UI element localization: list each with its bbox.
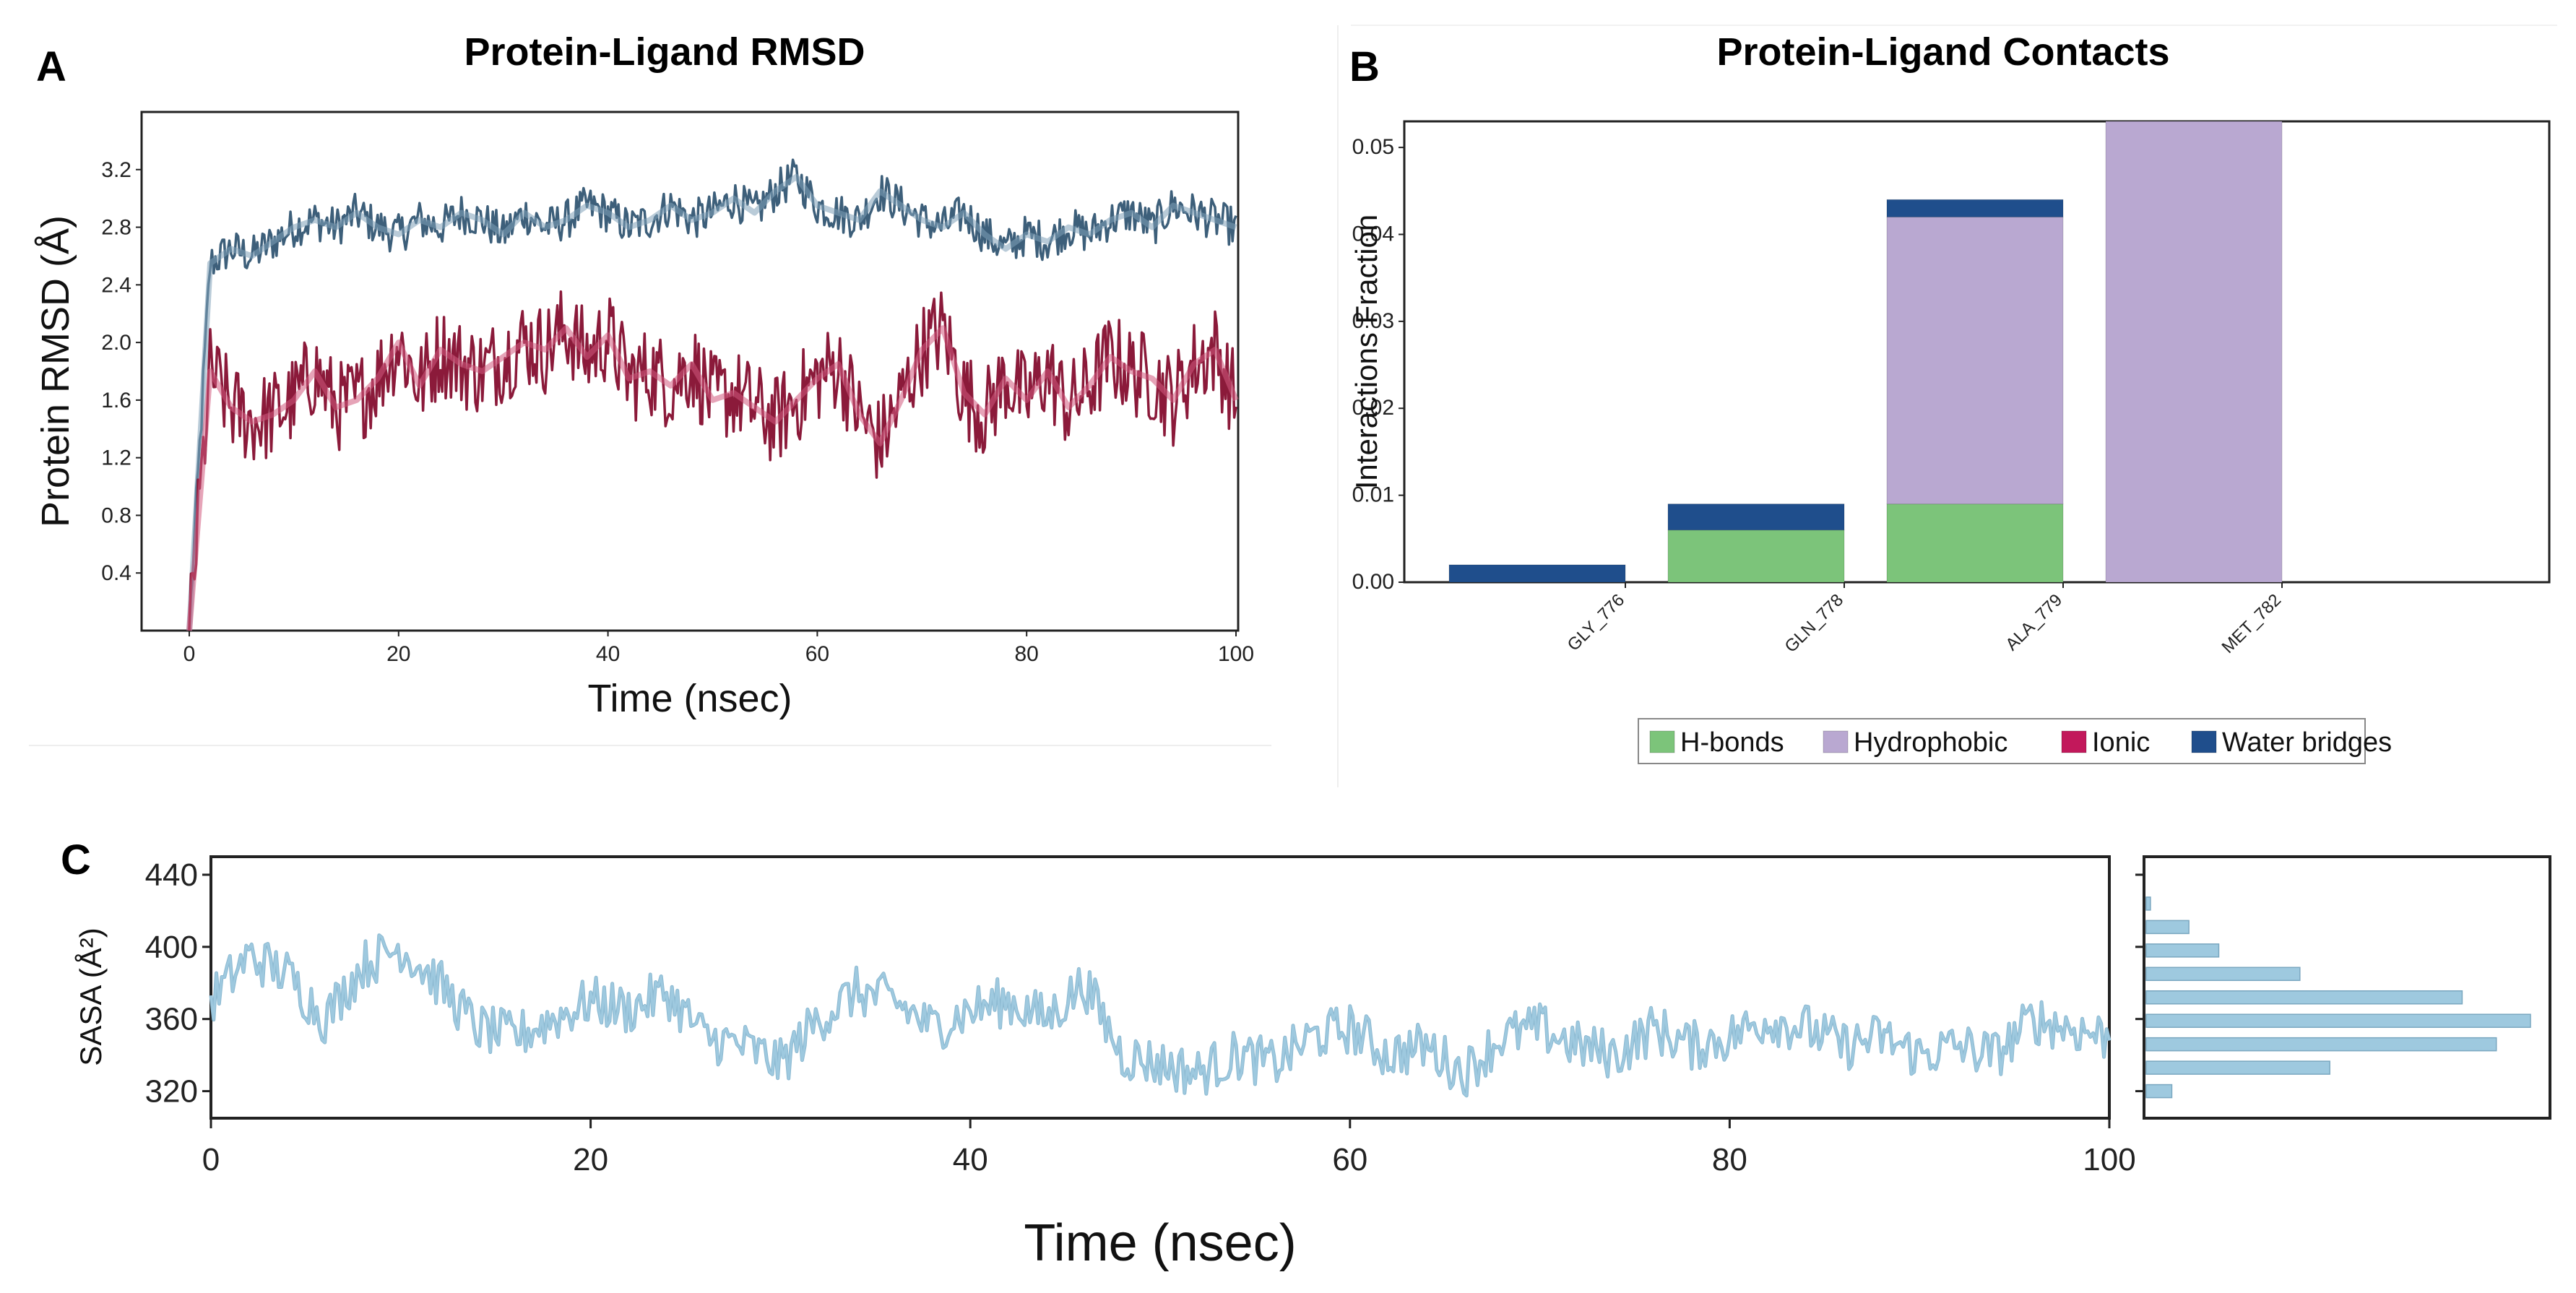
- panel-a-y-tick-label: 2.4: [101, 273, 131, 297]
- panel-c-x-axis-label: Time (nsec): [1024, 1214, 1296, 1272]
- panel-a-series-ligand-line: [188, 290, 1237, 631]
- panel-c-histogram-bar: [2145, 990, 2463, 1005]
- panel-c-histogram-bar: [2145, 920, 2190, 935]
- panel-b-y-tick-label: 0.03: [1352, 309, 1394, 333]
- panel-a-x-tick-label: 60: [805, 642, 829, 666]
- panel-a-y-tick-label: 1.2: [101, 446, 131, 470]
- panel-a-y-ticks: 0.4 0.8 1.2 1.6 2.0 2.4 2.8 3.2: [101, 158, 142, 585]
- panel-c-histogram-bar: [2145, 943, 2220, 958]
- panel-a-letter: A: [36, 43, 66, 90]
- panel-b-legend-label-water-bridges: Water bridges: [2222, 727, 2392, 758]
- panel-b-title: Protein-Ligand Contacts: [1716, 30, 2169, 74]
- panel-b-legend-label-ionic: Ionic: [2092, 727, 2150, 758]
- panel-c-histogram-bar: [2145, 1037, 2497, 1052]
- panel-a-y-tick-label: 0.4: [101, 561, 131, 585]
- panel-b-y-tick-label: 0.01: [1352, 483, 1394, 507]
- panel-a-y-tick-label: 3.2: [101, 158, 131, 182]
- panel-c-histogram-bar: [2145, 1013, 2531, 1028]
- panel-a-series-protein-trend: [186, 173, 1237, 631]
- panel-b-legend-swatch-h-bonds: [1649, 730, 1675, 753]
- panel-c-y-ticks: 320 360 400 440: [145, 857, 211, 1110]
- panel-c-histogram-bar: [2145, 966, 2301, 982]
- panel-b-legend-box: [1638, 718, 2366, 764]
- panel-b-legend-label-hydrophobic: Hydrophobic: [1854, 727, 2007, 758]
- panel-c-histogram-area: [2143, 855, 2551, 1120]
- panel-c-histogram-bar: [2145, 1084, 2173, 1099]
- panel-c-histogram-bar: [2145, 1060, 2330, 1075]
- panel-c-x-tick-label: 100: [2083, 1142, 2135, 1177]
- panel-b-y-tick-label: 0.05: [1352, 135, 1394, 159]
- panel-a-x-tick-label: 0: [183, 642, 196, 666]
- panel-a-series: [186, 158, 1239, 631]
- panel-a-y-tick-label: 2.0: [101, 331, 131, 355]
- panel-c-histogram-bar: [2145, 896, 2151, 911]
- panel-a-series-ligand-trend: [186, 325, 1239, 631]
- panel-b-bar-ala_779-h-bonds: [1886, 503, 2064, 583]
- panel-c-y-axis-label: SASA (Å²): [74, 927, 108, 1065]
- panel-a-x-tick-label: 40: [596, 642, 620, 666]
- panel-b-legend-label-h-bonds: H-bonds: [1680, 727, 1784, 758]
- panel-a-y-tick-label: 0.8: [101, 503, 131, 527]
- panel-a-x-tick-label: 80: [1015, 642, 1039, 666]
- panel-c-y-tick-label: 440: [145, 857, 198, 893]
- panel-a-x-tick-label: 100: [1218, 642, 1254, 666]
- panel-a-y-tick-label: 2.8: [101, 216, 131, 240]
- panel-b-bar-gln_778-h-bonds: [1667, 529, 1845, 583]
- panel-b-y-axis-label: Interactions Fraction: [1349, 215, 1383, 490]
- panel-b-bar-met_782-hydrophobic: [2105, 121, 2283, 583]
- panel-c-letter: C: [61, 836, 91, 883]
- panel-a-x-ticks: 0 20 40 60 80 100: [183, 631, 1254, 666]
- panel-c-y-tick-label: 320: [145, 1074, 198, 1110]
- panel-a-x-tick-label: 20: [386, 642, 410, 666]
- panel-a-y-axis-label: Protein RMSD (Å): [34, 215, 77, 527]
- panel-b-legend: H-bonds Hydrophobic Ionic Water bridges: [1638, 718, 2392, 764]
- panel-a-rmsd-chart: A Protein-Ligand RMSD 0.4 0.8 1.2 1.6 2.0 2.4…: [34, 30, 1254, 720]
- panel-c-series-sasa-line-highlight: [209, 934, 2111, 1097]
- panel-c-x-tick-label: 60: [1332, 1142, 1367, 1177]
- panel-b-y-tick-label: 0.04: [1352, 222, 1394, 246]
- panel-c-x-tick-label: 20: [573, 1142, 608, 1177]
- panel-b-legend-swatch-hydrophobic: [1823, 730, 1849, 753]
- panel-b-bar-gly_776-water-bridges: [1448, 564, 1626, 583]
- panel-b-legend-swatch-ionic: [2061, 730, 2087, 753]
- panel-b-y-tick-label: 0.02: [1352, 396, 1394, 420]
- panel-c-x-ticks: 0 20 40 60 80 100: [202, 1118, 2136, 1177]
- panel-b-y-tick-label: 0.00: [1352, 570, 1394, 594]
- panel-b-bar-gln_778-water-bridges: [1667, 503, 1845, 531]
- panel-c-series: [209, 933, 2112, 1098]
- panel-b-bar-ala_779-hydrophobic: [1886, 216, 2064, 505]
- panel-c-x-tick-label: 80: [1712, 1142, 1747, 1177]
- panel-c-x-tick-label: 0: [202, 1142, 220, 1177]
- panel-c-y-tick-label: 400: [145, 930, 198, 965]
- panel-a-y-tick-label: 1.6: [101, 389, 131, 412]
- panel-a-x-axis-label: Time (nsec): [587, 677, 792, 720]
- panel-b-letter: B: [1349, 43, 1380, 90]
- panel-b-y-ticks: 0.00 0.01 0.02 0.03 0.04 0.05: [1352, 135, 1404, 594]
- panel-a-title: Protein-Ligand RMSD: [464, 30, 865, 74]
- panel-b-legend-swatch-water-bridges: [2191, 730, 2217, 753]
- panel-c-histogram: [2135, 873, 2531, 1099]
- panel-c-x-tick-label: 40: [953, 1142, 988, 1177]
- panel-c-y-tick-label: 360: [145, 1002, 198, 1037]
- panel-b-bars: [1448, 121, 2283, 583]
- panel-b-bar-ala_779-water-bridges: [1886, 199, 2064, 217]
